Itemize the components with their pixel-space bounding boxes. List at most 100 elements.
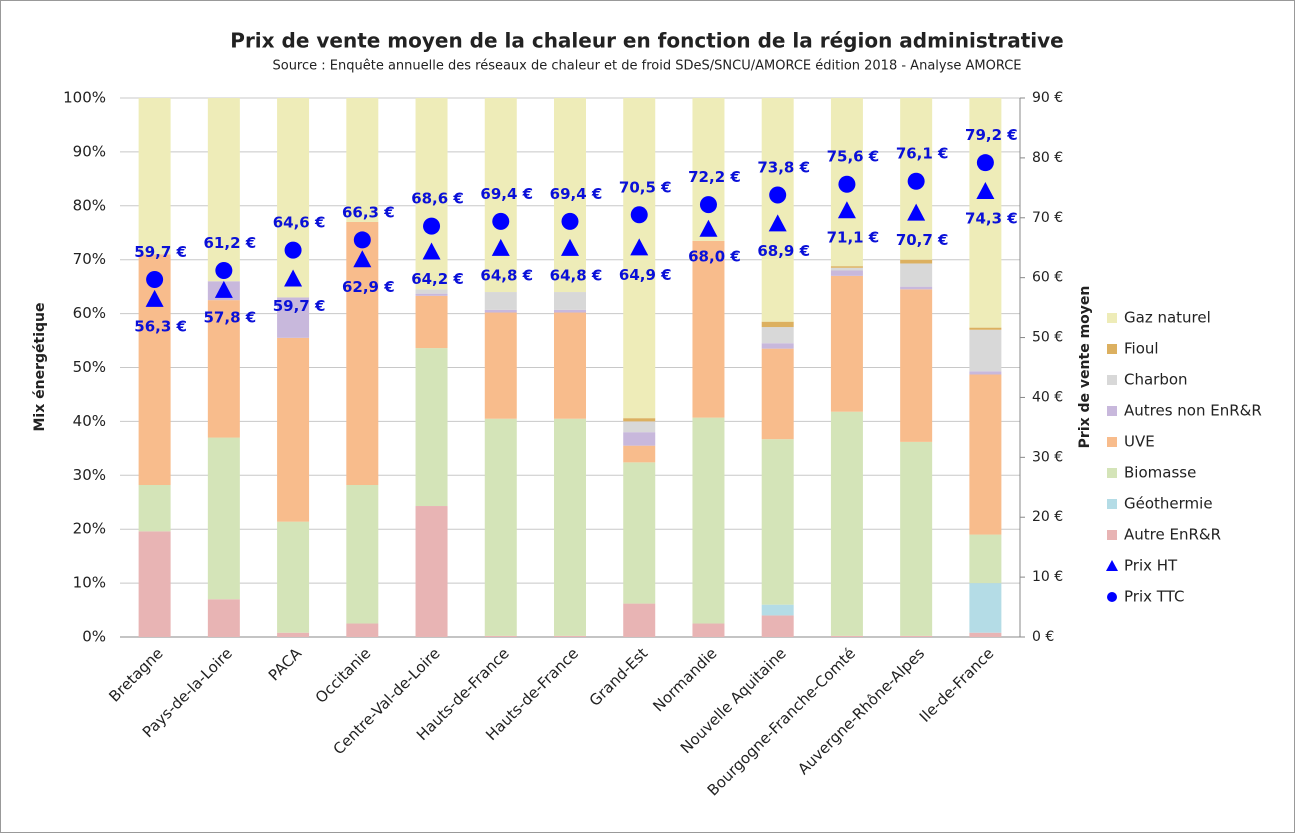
legend-label: Autre EnR&R (1124, 526, 1221, 544)
bar-segment (761, 615, 794, 637)
bar-segment (138, 98, 171, 255)
bar-segment (761, 327, 794, 344)
bar-segment (969, 374, 1002, 535)
legend-marker (1107, 592, 1117, 602)
bar-segment (484, 98, 517, 293)
value-label: 76,1 € (896, 145, 949, 163)
marker-triangle (907, 203, 926, 221)
legend-swatch (1107, 530, 1117, 540)
value-label: 62,9 € (342, 278, 395, 296)
bar-segment (830, 411, 863, 636)
marker-triangle (976, 182, 995, 200)
chart-title: Prix de vente moyen de la chaleur en fon… (230, 29, 1063, 53)
marker-triangle (561, 238, 579, 256)
y-tick-label: 0% (82, 628, 106, 646)
bar-segment (346, 485, 379, 624)
legend-label: Biomasse (1124, 464, 1196, 482)
bar-segment (830, 635, 863, 637)
y2-tick-label: 10 € (1032, 569, 1063, 585)
bar-segment (692, 98, 725, 241)
marker-triangle (491, 238, 510, 256)
marker-circle (423, 217, 441, 235)
marker-triangle (214, 280, 233, 298)
chart-subtitle: Source : Enquête annuelle des réseaux de… (272, 59, 1021, 74)
bar-segment (554, 98, 586, 293)
bar-segment (207, 300, 240, 438)
y-tick-label: 90% (73, 142, 106, 160)
y2-tick-label: 20 € (1032, 509, 1063, 525)
bar-segment (484, 309, 517, 313)
bar-segment (761, 348, 794, 440)
marker-circle (976, 154, 994, 172)
bar-segment (761, 604, 794, 616)
marker-circle (146, 270, 164, 288)
legend-swatch (1107, 499, 1117, 509)
value-label: 75,6 € (827, 148, 880, 166)
legend-label: Prix TTC (1124, 588, 1184, 606)
y2-tick-label: 30 € (1032, 449, 1063, 465)
bar-segment (415, 348, 448, 507)
value-label: 61,2 € (204, 234, 257, 252)
y-tick-label: 80% (73, 196, 106, 214)
marker-circle (630, 206, 648, 224)
marker-triangle (353, 250, 372, 268)
marker-circle (907, 172, 925, 190)
legend-marker (1106, 560, 1118, 571)
value-label: 69,4 € (550, 185, 603, 203)
bar-segment (415, 293, 448, 296)
value-label: 69,4 € (480, 185, 533, 203)
y-tick-label: 60% (73, 304, 106, 322)
bar-segment (969, 98, 1002, 328)
value-label: 64,8 € (480, 266, 533, 284)
bar-segment (692, 417, 725, 624)
bar-segment (138, 485, 171, 532)
legend-swatch (1107, 375, 1117, 385)
legend-label: Charbon (1124, 371, 1188, 389)
y-axis-label: Mix énergétique (32, 303, 48, 432)
bar-segment (207, 599, 240, 637)
value-label: 59,7 € (134, 243, 187, 261)
legend-label: Autres non EnR&R (1124, 402, 1262, 420)
value-label: 70,7 € (896, 231, 949, 249)
bar-segment (346, 623, 379, 637)
y-tick-label: 10% (73, 574, 106, 592)
y2-tick-label: 40 € (1032, 389, 1063, 405)
value-label: 64,9 € (619, 266, 672, 284)
y2-tick-label: 50 € (1032, 330, 1063, 346)
bar-segment (277, 337, 310, 522)
marker-circle (699, 196, 717, 214)
value-label: 68,9 € (757, 242, 810, 260)
bar-segment (554, 309, 586, 313)
bar-segment (761, 343, 794, 349)
bar-segment (346, 98, 379, 222)
value-label: 73,8 € (757, 159, 810, 177)
bar-segment (900, 263, 933, 287)
bar-segment (554, 292, 586, 310)
legend-label: Géothermie (1124, 495, 1213, 513)
legend-label: Gaz naturel (1124, 309, 1211, 327)
legend-swatch (1107, 406, 1117, 416)
bar-segment (277, 98, 310, 298)
bar-segment (969, 583, 1002, 633)
bar-segment (138, 254, 171, 486)
bar-segment (554, 312, 586, 419)
marker-circle (769, 186, 787, 204)
bar-segment (900, 259, 933, 264)
value-label: 74,3 € (965, 210, 1018, 228)
value-label: 66,3 € (342, 203, 395, 221)
legend-swatch (1107, 313, 1117, 323)
bar-segment (484, 312, 517, 419)
bar-segment (900, 289, 933, 442)
marker-triangle (699, 219, 718, 237)
bar-segment (554, 418, 586, 636)
value-label: 56,3 € (134, 317, 187, 335)
marker-circle (838, 175, 856, 193)
bar-segment (623, 418, 656, 422)
bar-segment (623, 98, 656, 419)
marker-triangle (837, 201, 856, 219)
bar-segment (969, 632, 1002, 637)
marker-circle (215, 261, 233, 279)
y2-tick-label: 90 € (1032, 90, 1063, 106)
value-label: 64,8 € (550, 266, 603, 284)
